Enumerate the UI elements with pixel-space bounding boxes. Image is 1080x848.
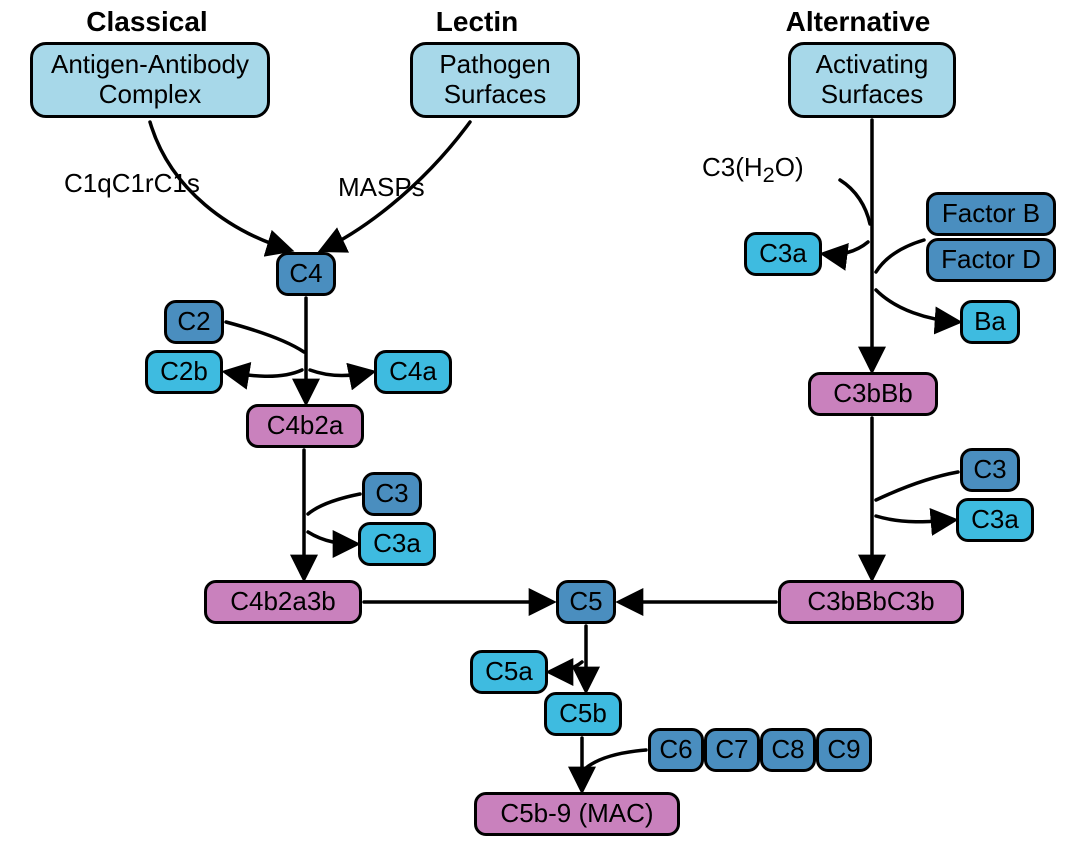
arrow-c3a-alt-out (824, 242, 868, 255)
node-antigen-antibody: Antigen-Antibody Complex (30, 42, 270, 118)
node-activating-surfaces: Activating Surfaces (788, 42, 956, 118)
node-c3-left: C3 (362, 472, 422, 516)
node-c3a-alt: C3a (744, 232, 822, 276)
arrow-c5a-out (550, 662, 582, 672)
node-c2: C2 (164, 300, 224, 344)
arrow-c2b-out (226, 370, 302, 376)
arrow-c4a-out (310, 370, 372, 376)
node-c5b: C5b (544, 692, 622, 736)
node-ba: Ba (960, 300, 1020, 344)
node-c7: C7 (704, 728, 760, 772)
node-factor-d: Factor D (926, 238, 1056, 282)
arrow-ba-out (876, 290, 958, 322)
hdr-lectin: Lectin (436, 6, 518, 38)
node-c9: C9 (816, 728, 872, 772)
node-c4b2a3b: C4b2a3b (204, 580, 362, 624)
diagram-stage: Classical Lectin Alternative Antigen-Antibo… (0, 0, 1080, 848)
node-c3bbb: C3bBb (808, 372, 938, 416)
arrow-c2-in (226, 322, 304, 352)
node-pathogen-surfaces: Pathogen Surfaces (410, 42, 580, 118)
arrows-layer (0, 0, 1080, 848)
label-masps: MASPs (338, 172, 425, 203)
node-c5: C5 (556, 580, 616, 624)
arrow-c6789-in (586, 750, 646, 768)
node-c5a: C5a (470, 650, 548, 694)
label-c1q: C1qC1rC1s (64, 168, 200, 199)
arrow-c3a-right-out (876, 516, 954, 522)
node-mac: C5b-9 (MAC) (474, 792, 680, 836)
hdr-alternative: Alternative (786, 6, 931, 38)
arrow-c3h2o-in (840, 180, 870, 224)
label-c3h2o: C3(H2O) (702, 152, 804, 188)
node-c4b2a: C4b2a (246, 404, 364, 448)
node-c3a-left: C3a (358, 522, 436, 566)
node-c6: C6 (648, 728, 704, 772)
arrow-factor-in (876, 240, 924, 272)
arrow-c3-right-in (876, 472, 958, 500)
node-c4: C4 (276, 252, 336, 296)
arrow-c3a-left-out (308, 532, 356, 544)
node-c3-right: C3 (960, 448, 1020, 492)
node-c3a-right: C3a (956, 498, 1034, 542)
node-c2b: C2b (145, 350, 223, 394)
arrow-c3-left-in (308, 494, 360, 514)
node-c3bbbc3b: C3bBbC3b (778, 580, 964, 624)
node-c4a: C4a (374, 350, 452, 394)
node-factor-b: Factor B (926, 192, 1056, 236)
hdr-classical: Classical (86, 6, 207, 38)
node-c8: C8 (760, 728, 816, 772)
